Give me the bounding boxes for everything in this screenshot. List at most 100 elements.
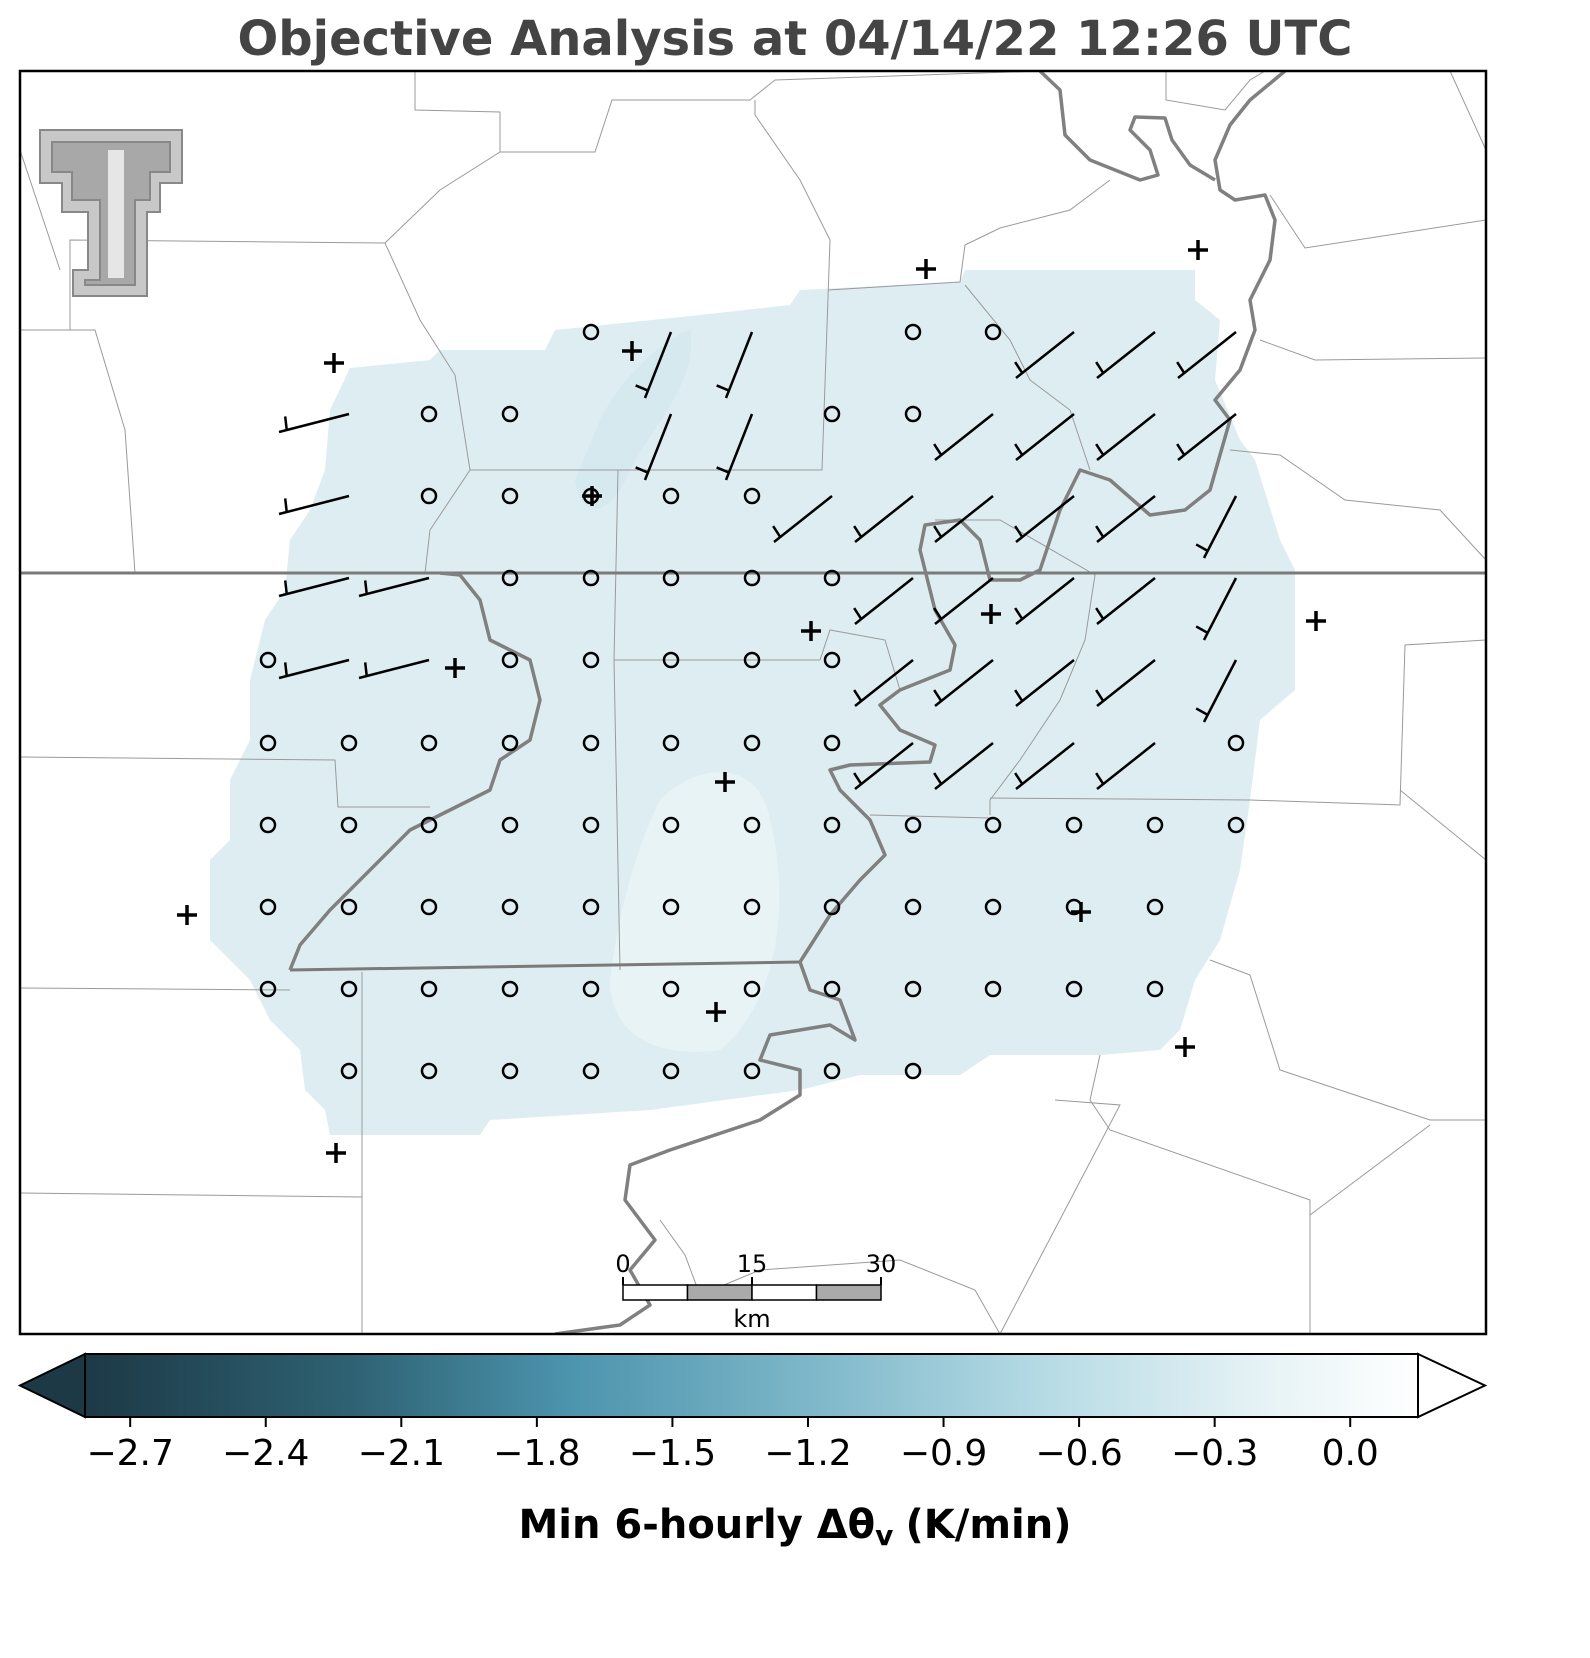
station-calm	[984, 323, 1002, 341]
scale-segment	[686, 1284, 753, 1301]
county-line	[613, 659, 621, 971]
barb-tick	[933, 525, 943, 538]
wind-barb	[933, 742, 994, 790]
barb-tick	[1095, 443, 1105, 456]
station-missing	[916, 259, 936, 279]
county-line	[20, 756, 430, 808]
station-calm	[582, 898, 600, 916]
county-line	[384, 71, 1041, 244]
barb-tick	[933, 772, 943, 785]
wind-barb	[1095, 577, 1156, 625]
wind-barb	[1095, 659, 1156, 707]
station-calm	[662, 1062, 680, 1080]
wind-barb	[1014, 413, 1075, 461]
barb-staff	[724, 331, 754, 399]
colorbar-label: Min 6-hourly Δθv (K/min)	[519, 1502, 1072, 1552]
station-calm	[904, 898, 922, 916]
barb-tick	[1176, 443, 1186, 456]
station-calm	[420, 898, 438, 916]
river	[1038, 71, 1216, 182]
scale-label: 30	[866, 1250, 897, 1278]
wind-barb	[1176, 331, 1237, 379]
scale-bar: km 0 15 30	[615, 1250, 896, 1333]
station-missing	[622, 341, 642, 361]
barb-tick	[283, 580, 288, 595]
barb-staff	[1096, 495, 1156, 543]
station-missing	[324, 353, 344, 373]
barb-tick	[933, 607, 943, 620]
barb-staff	[934, 659, 994, 707]
station-calm	[1065, 816, 1083, 834]
barb-staff	[854, 495, 914, 543]
barb-staff	[854, 659, 914, 707]
station-calm	[340, 980, 358, 998]
station-calm	[662, 898, 680, 916]
colorbar-tick-label: −1.8	[493, 1433, 580, 1474]
barb-tick	[853, 607, 863, 620]
station-calm	[259, 734, 277, 752]
barb-tick	[1014, 607, 1024, 620]
barb-staff	[773, 495, 833, 543]
barb-staff	[1096, 577, 1156, 625]
station-calm	[501, 651, 519, 669]
barb-tick	[716, 384, 730, 392]
colorbar-extend-high	[1417, 1352, 1488, 1419]
station-calm	[1146, 898, 1164, 916]
station-calm	[582, 323, 600, 341]
barb-tick	[1095, 607, 1105, 620]
station-calm	[743, 816, 761, 834]
station-calm	[1146, 816, 1164, 834]
county-line	[1259, 339, 1486, 361]
barb-staff	[1015, 577, 1075, 625]
station-calm	[823, 816, 841, 834]
colorbar-tick-label: −0.9	[900, 1433, 987, 1474]
station-calm	[420, 980, 438, 998]
analysis-shading	[610, 772, 780, 1052]
barb-staff	[1096, 331, 1156, 379]
title: Objective Analysis at 04/14/22 12:26 UTC	[238, 11, 1353, 67]
wind-barb	[278, 412, 350, 434]
wind-barb	[716, 331, 754, 399]
barb-tick	[283, 498, 288, 513]
wind-barb	[635, 413, 673, 481]
station-calm	[823, 734, 841, 752]
station-calm	[501, 1062, 519, 1080]
colorbar-tick-label: −2.4	[222, 1433, 309, 1474]
wind-barb	[1014, 495, 1075, 543]
station-calm	[501, 734, 519, 752]
barb-staff	[724, 413, 754, 481]
barb-tick	[772, 525, 782, 538]
barb-staff	[1015, 742, 1075, 790]
colorbar-label-unit: (K/min)	[905, 1502, 1071, 1548]
wind-barb	[933, 495, 994, 543]
station-calm	[662, 734, 680, 752]
station-calm	[259, 898, 277, 916]
county-line	[1209, 959, 1486, 1121]
barb-tick	[1095, 525, 1105, 538]
barb-staff	[643, 413, 673, 481]
station-calm	[582, 816, 600, 834]
scale-segment	[622, 1284, 689, 1301]
station-calm	[904, 323, 922, 341]
wind-barb	[1195, 577, 1238, 641]
barb-tick	[283, 662, 288, 677]
colorbar-tick-label: −0.3	[1171, 1433, 1258, 1474]
barb-staff	[1015, 413, 1075, 461]
station-calm	[259, 651, 277, 669]
colorbar-tick-label: −2.1	[358, 1433, 445, 1474]
station-calm	[1227, 734, 1245, 752]
station-missing	[1188, 240, 1208, 260]
station-missing	[1175, 1037, 1195, 1057]
barb-tick	[1014, 361, 1024, 374]
barb-tick	[1014, 689, 1024, 702]
barb-tick	[853, 772, 863, 785]
station-calm	[904, 1062, 922, 1080]
wind-barb	[1095, 331, 1156, 379]
station-calm	[582, 734, 600, 752]
station-calm	[420, 487, 438, 505]
county-line	[827, 179, 1111, 291]
station-calm	[743, 898, 761, 916]
county-line	[869, 814, 991, 819]
barb-staff	[1202, 659, 1238, 723]
county-line	[1165, 71, 1266, 111]
